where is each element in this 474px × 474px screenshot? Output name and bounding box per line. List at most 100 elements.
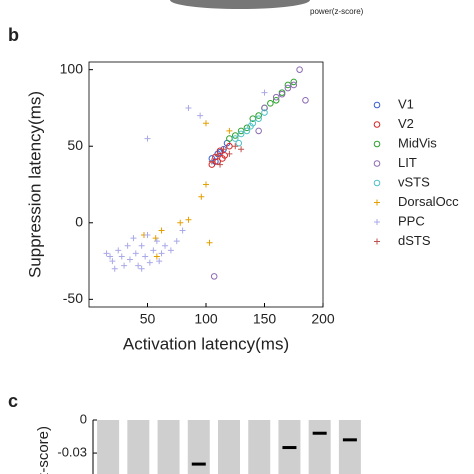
point xyxy=(118,253,125,260)
caption: power(z-score) xyxy=(310,7,364,16)
legend-marker xyxy=(374,219,380,225)
y-axis-label: z-score) xyxy=(35,426,52,474)
point xyxy=(158,227,165,234)
point xyxy=(173,238,180,245)
mean-marker xyxy=(191,462,206,466)
point xyxy=(255,112,262,119)
panel-letter: c xyxy=(8,391,18,411)
cropped-image xyxy=(170,0,310,9)
bar xyxy=(97,420,120,474)
x-axis-label: Activation latency(ms) xyxy=(123,334,289,353)
point xyxy=(162,242,169,249)
legend-label: LIT xyxy=(398,155,417,170)
point xyxy=(203,181,209,188)
point xyxy=(146,259,153,266)
point xyxy=(150,247,157,254)
point xyxy=(231,135,239,142)
x-tick-label: 150 xyxy=(253,311,277,327)
bar xyxy=(218,420,240,474)
point xyxy=(138,242,145,249)
point xyxy=(267,100,274,107)
point xyxy=(284,84,292,92)
point xyxy=(290,81,298,89)
bar xyxy=(338,420,361,474)
point xyxy=(152,235,159,242)
point xyxy=(158,250,165,257)
bar xyxy=(308,420,331,474)
point xyxy=(231,132,239,139)
point xyxy=(198,193,205,200)
x-tick-label: 200 xyxy=(311,311,335,327)
point xyxy=(261,89,268,96)
legend-marker xyxy=(374,238,380,245)
point xyxy=(156,258,163,265)
point xyxy=(144,135,151,142)
point xyxy=(121,262,128,269)
point xyxy=(107,253,114,260)
legend-label: V2 xyxy=(398,116,414,131)
point xyxy=(255,127,262,135)
point xyxy=(130,235,137,242)
mean-marker xyxy=(282,446,297,450)
point xyxy=(153,238,160,245)
point xyxy=(217,161,224,168)
legend-marker xyxy=(373,179,381,187)
bar xyxy=(157,420,180,474)
point xyxy=(203,120,209,127)
legend-marker xyxy=(373,140,381,148)
bar xyxy=(187,420,210,474)
legend-marker xyxy=(373,121,381,128)
point xyxy=(290,78,298,86)
y-tick-label: 0 xyxy=(75,213,83,229)
point xyxy=(103,250,110,257)
point xyxy=(153,253,160,260)
point xyxy=(208,158,215,165)
point xyxy=(243,127,251,135)
point xyxy=(124,242,131,249)
y-tick-label: -0.03 xyxy=(57,444,87,459)
legend-label: MidVis xyxy=(398,135,437,150)
point xyxy=(135,262,142,269)
legend-label: dSTS xyxy=(398,233,431,248)
point xyxy=(247,123,254,130)
legend-label: DorsalOcc xyxy=(398,194,459,209)
bar xyxy=(248,420,271,474)
point xyxy=(216,147,224,155)
point xyxy=(261,104,268,112)
point xyxy=(219,155,226,162)
y-tick-label: 0 xyxy=(80,411,87,426)
legend-label: V1 xyxy=(398,96,414,111)
point xyxy=(126,256,133,263)
point xyxy=(272,96,280,104)
point xyxy=(142,253,149,260)
point xyxy=(197,112,204,119)
point xyxy=(255,115,262,122)
mean-marker xyxy=(312,431,327,435)
point xyxy=(235,139,243,147)
legend-label: vSTS xyxy=(398,174,430,189)
point xyxy=(210,273,218,280)
point xyxy=(296,66,303,73)
point xyxy=(261,109,268,116)
point xyxy=(185,216,192,223)
point xyxy=(272,93,280,101)
point xyxy=(167,247,174,254)
x-tick-label: 50 xyxy=(140,311,156,327)
point xyxy=(220,146,227,153)
point xyxy=(226,150,233,157)
panel-letter: b xyxy=(8,25,19,45)
legend-marker xyxy=(373,160,381,167)
point xyxy=(109,258,116,265)
point xyxy=(226,135,233,142)
y-tick-label: 50 xyxy=(67,137,83,153)
point xyxy=(115,247,122,254)
point xyxy=(111,265,118,272)
point xyxy=(179,227,186,234)
legend-marker xyxy=(373,101,381,109)
bar xyxy=(127,420,150,474)
point xyxy=(177,219,184,226)
legend-marker xyxy=(374,199,380,206)
mean-marker xyxy=(342,438,357,442)
point xyxy=(132,250,139,257)
